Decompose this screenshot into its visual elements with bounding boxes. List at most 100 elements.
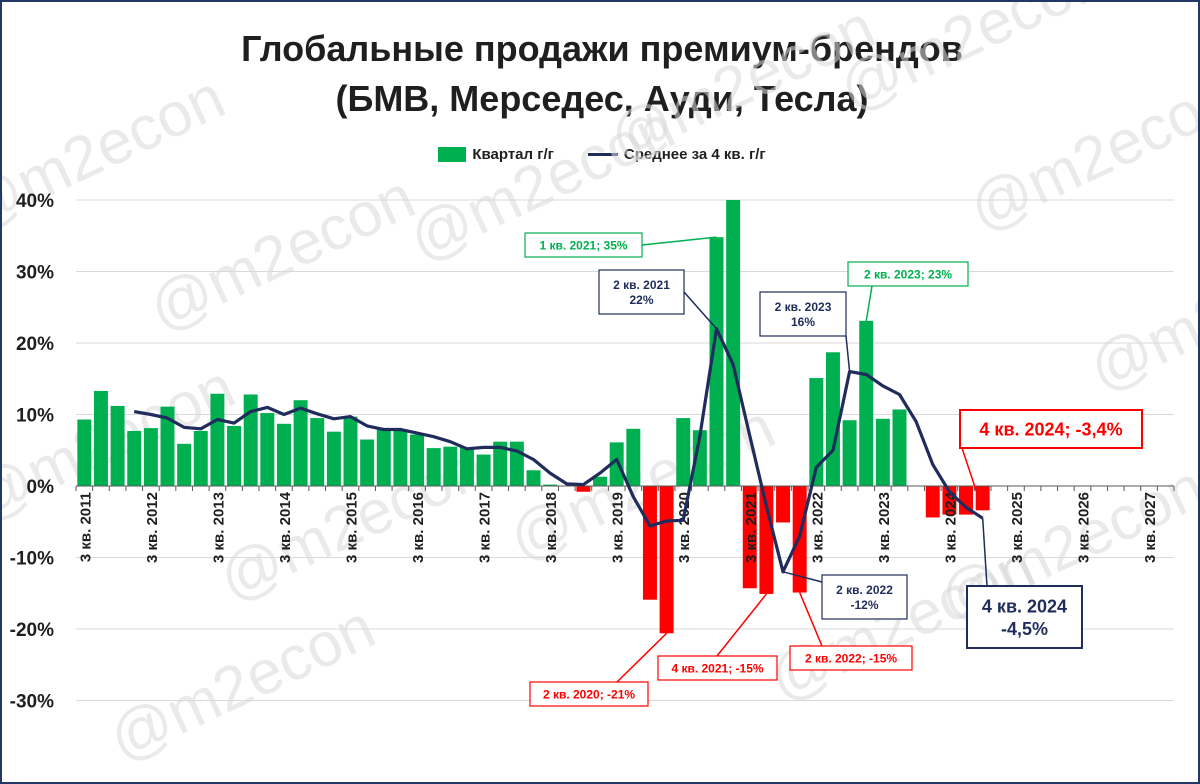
annotation-box <box>821 574 908 620</box>
bar <box>459 447 474 486</box>
bar <box>326 431 341 486</box>
y-tick-label: 30% <box>16 263 54 284</box>
x-tick-label: 3 кв. 2022 <box>809 492 826 563</box>
x-tick-label: 3 кв. 2016 <box>410 492 427 563</box>
bar <box>676 418 691 486</box>
legend-swatch-line <box>587 153 618 156</box>
annotation-text: 4 кв. 2021; -15% <box>671 661 763 675</box>
annotation-leader <box>641 236 717 246</box>
annotation-text: 1 кв. 2021; 35% <box>539 238 627 252</box>
annotation-leader <box>782 571 823 583</box>
x-tick-label: 3 кв. 2020 <box>676 492 693 563</box>
y-tick-label: 0% <box>27 477 55 498</box>
annotation-value: -12% <box>850 598 878 612</box>
annotation-text: 2 кв. 2023 <box>775 300 832 314</box>
annotation-box <box>966 585 1083 649</box>
legend-item-line: Среднее за 4 кв. г/г <box>587 146 766 163</box>
annotation-text: 2 кв. 2022; -15% <box>805 651 897 665</box>
annotation-box <box>657 655 778 681</box>
x-tick-label: 3 кв. 2027 <box>1142 492 1159 563</box>
y-tick-label: -30% <box>10 692 54 713</box>
bar <box>609 442 624 486</box>
x-tick-label: 3 кв. 2014 <box>277 491 294 563</box>
x-tick-label: 3 кв. 2024 <box>942 491 959 563</box>
annotation-leader <box>845 335 851 372</box>
annotation-box <box>789 645 913 671</box>
bar <box>892 409 907 486</box>
watermark-text: @m2econ <box>1079 222 1198 404</box>
bar <box>543 484 558 486</box>
bar <box>859 320 874 486</box>
legend-label-bars: Квартал г/г <box>472 146 554 163</box>
chart-legend: Квартал г/г Среднее за 4 кв. г/г <box>2 146 1198 163</box>
bar <box>825 352 840 486</box>
title-line-2: (БМВ, Мерседес, Ауди, Тесла) <box>335 78 869 119</box>
annotation-leader <box>865 285 873 321</box>
annotation-callout: 2 кв. 2020; -21% <box>529 632 668 707</box>
annotation-leader <box>616 632 668 683</box>
bar <box>110 405 125 486</box>
x-tick-label: 3 кв. 2013 <box>210 492 227 563</box>
bar <box>526 470 541 486</box>
annotation-text: 2 кв. 2022 <box>836 583 893 597</box>
annotation-value: -4,5% <box>1001 619 1048 639</box>
x-tick-label: 3 кв. 2017 <box>477 492 494 563</box>
legend-swatch-bars <box>438 147 467 162</box>
watermark-text: @m2econ <box>829 2 1115 125</box>
bar <box>476 454 491 486</box>
watermark-text: @m2econ <box>99 592 385 774</box>
annotation-box <box>524 232 643 258</box>
annotation-text: 2 кв. 2023; 23% <box>864 267 952 281</box>
annotation-callout: 2 кв. 2022; -15% <box>789 592 913 671</box>
x-tick-label: 3 кв. 2019 <box>610 492 627 563</box>
bar <box>726 200 741 486</box>
bar <box>742 486 757 589</box>
annotation-text: 4 кв. 2024 <box>982 597 1067 617</box>
annotation-callout: 4 кв. 2024-4,5% <box>966 518 1083 649</box>
y-tick-label: 10% <box>16 406 54 427</box>
bar <box>692 430 707 486</box>
legend-item-bars: Квартал г/г <box>438 146 554 163</box>
bar <box>626 428 641 486</box>
annotation-box <box>759 291 847 337</box>
annotation-box <box>529 681 649 707</box>
annotation-box <box>598 269 685 315</box>
bar <box>776 486 791 523</box>
watermark-text: @m2econ <box>2 62 235 244</box>
bar <box>276 423 291 486</box>
bar <box>177 443 192 486</box>
x-tick-label: 3 кв. 2012 <box>144 492 161 563</box>
bar <box>310 418 325 486</box>
bar <box>193 430 208 486</box>
annotation-callout: 2 кв. 2023; 23% <box>847 261 969 321</box>
watermark-text: @m2econ <box>139 162 425 344</box>
bar <box>393 430 408 486</box>
bar <box>227 425 242 486</box>
bar <box>975 486 990 511</box>
bar <box>360 439 375 486</box>
bar <box>759 486 774 594</box>
annotation-box <box>847 261 969 287</box>
annotation-callout: 2 кв. 2022-12% <box>782 571 908 620</box>
bar <box>127 430 142 486</box>
annotation-value: 22% <box>629 293 653 307</box>
bar <box>410 434 425 486</box>
annotation-callout: 4 кв. 2021; -15% <box>657 593 778 681</box>
x-tick-label: 3 кв. 2015 <box>344 492 361 563</box>
series-line-average <box>133 327 984 574</box>
bar <box>343 416 358 486</box>
bar <box>93 390 108 486</box>
annotation-leader <box>683 291 718 330</box>
legend-label-line: Среднее за 4 кв. г/г <box>623 146 766 163</box>
title-line-1: Глобальные продажи премиум-брендов <box>241 28 963 69</box>
y-tick-label: 40% <box>16 191 54 212</box>
annotation-value: 16% <box>791 315 815 329</box>
y-tick-label: -10% <box>10 549 54 570</box>
watermark-text: @m2econ <box>959 62 1198 244</box>
annotation-text: 4 кв. 2024; -3,4% <box>979 419 1122 439</box>
y-tick-label: 20% <box>16 334 54 355</box>
